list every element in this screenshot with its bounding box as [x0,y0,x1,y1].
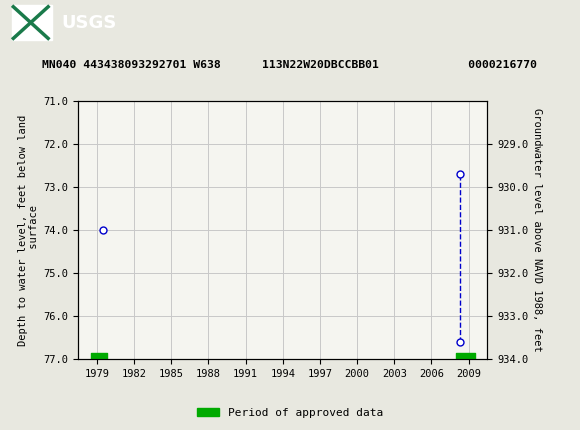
Legend: Period of approved data: Period of approved data [193,403,387,422]
Y-axis label: Depth to water level, feet below land
 surface: Depth to water level, feet below land su… [18,114,39,346]
Bar [12,6,52,40]
Text: MN040 443438093292701 W638      113N22W20DBCCBB01             0000216770: MN040 443438093292701 W638 113N22W20DBCC… [42,60,538,70]
Text: USGS: USGS [61,14,116,31]
Y-axis label: Groundwater level above NAVD 1988, feet: Groundwater level above NAVD 1988, feet [532,108,542,352]
